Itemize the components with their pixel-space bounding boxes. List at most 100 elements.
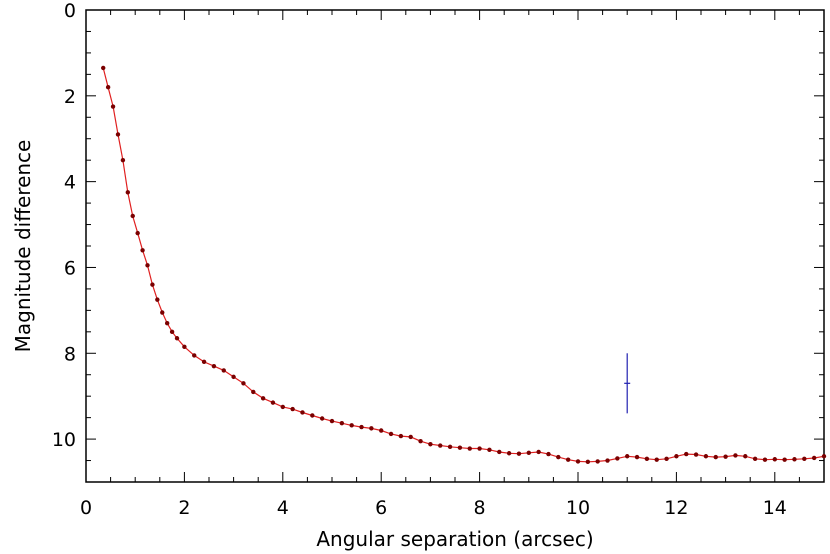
data-point [140, 248, 145, 253]
data-point [260, 396, 266, 401]
data-point [625, 454, 630, 459]
data-point [811, 455, 817, 461]
data-point [110, 104, 116, 109]
data-point [155, 297, 160, 302]
data-point [615, 456, 620, 461]
data-point [546, 451, 551, 457]
data-point [733, 453, 738, 458]
data-point [408, 434, 413, 440]
y-tick-label: 4 [64, 172, 76, 194]
x-tick-label: 4 [277, 497, 289, 519]
data-point [684, 451, 689, 457]
data-point [105, 85, 111, 90]
data-point [693, 452, 699, 457]
data-point [300, 410, 305, 415]
data-point [319, 416, 325, 421]
data-point [644, 456, 650, 462]
data-point [438, 443, 443, 448]
data-point [467, 446, 472, 451]
data-point [221, 368, 226, 373]
data-point [605, 458, 610, 463]
y-tick-label: 2 [64, 86, 76, 108]
y-tick-labels: 0 2 4 6 8 10 [52, 0, 76, 451]
data-point [130, 213, 135, 219]
data-point [772, 457, 777, 462]
data-point [516, 451, 522, 456]
data-point [169, 329, 175, 335]
data-point [270, 400, 276, 405]
data-point [160, 310, 165, 315]
data-point [506, 451, 512, 456]
data-point [654, 457, 659, 462]
y-tick-label: 6 [64, 257, 76, 279]
data-point [388, 431, 394, 437]
x-tick-label: 14 [763, 497, 787, 519]
data-point [526, 450, 531, 456]
data-point [164, 321, 170, 326]
error-bar-marker [624, 353, 631, 414]
data-point [674, 454, 679, 459]
data-point [497, 449, 502, 455]
x-tick-label: 0 [80, 497, 92, 519]
series-line [102, 67, 825, 463]
axis-ticks [85, 9, 825, 483]
data-point [339, 421, 345, 426]
data-point [174, 336, 180, 341]
data-point [135, 230, 140, 236]
data-point [762, 457, 768, 462]
data-point [349, 423, 354, 428]
data-point [743, 454, 748, 459]
y-tick-label: 8 [64, 343, 76, 365]
y-tick-label: 0 [64, 0, 76, 22]
data-point [447, 444, 453, 450]
data-point [101, 65, 106, 71]
data-point [241, 381, 246, 386]
data-series [101, 65, 827, 465]
x-tick-label: 12 [664, 497, 688, 519]
data-point [280, 404, 285, 410]
x-tick-label: 10 [566, 497, 590, 519]
y-axis-label: Magnitude difference [11, 140, 35, 353]
data-point [290, 406, 295, 412]
x-tick-labels: 0 2 4 6 8 10 12 14 [80, 497, 787, 519]
data-point [125, 190, 131, 195]
data-point [192, 353, 197, 358]
x-tick-label: 6 [375, 497, 387, 519]
x-tick-label: 8 [474, 497, 486, 519]
data-point [575, 459, 581, 464]
data-point [595, 459, 600, 464]
data-point [369, 426, 374, 431]
data-point [821, 454, 827, 459]
data-point [182, 344, 187, 350]
plot-frame [85, 9, 825, 483]
data-point [792, 457, 797, 462]
data-point [379, 428, 384, 433]
data-point [556, 454, 561, 460]
data-point [359, 424, 364, 430]
data-point [703, 454, 709, 459]
data-point [752, 456, 758, 462]
data-point [310, 413, 315, 418]
data-point [713, 454, 718, 460]
x-axis-label: Angular separation (arcsec) [316, 527, 593, 551]
data-point [457, 445, 463, 450]
data-point [418, 439, 423, 444]
data-point [251, 389, 256, 395]
data-point [723, 454, 728, 459]
data-point [782, 457, 787, 462]
data-point [634, 454, 640, 460]
data-point [115, 132, 121, 137]
data-point [802, 456, 807, 462]
data-point [477, 446, 482, 451]
data-point [565, 457, 571, 462]
data-point [145, 263, 150, 268]
data-point [231, 374, 236, 380]
data-point [487, 447, 492, 453]
data-point [150, 282, 155, 287]
data-point [585, 459, 591, 465]
data-point [398, 433, 404, 439]
x-tick-label: 2 [178, 497, 190, 519]
data-point [211, 363, 217, 369]
y-tick-label: 10 [52, 429, 76, 451]
